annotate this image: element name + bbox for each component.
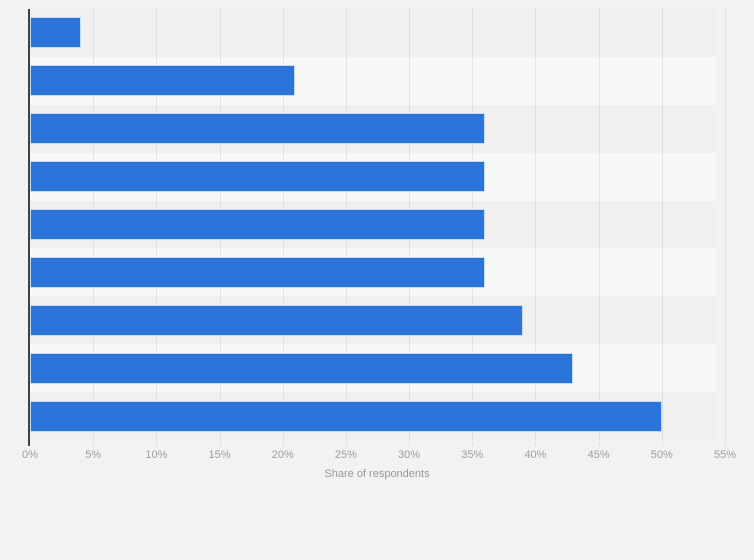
x-tick-label: 45% — [587, 449, 610, 461]
x-tick-label: 5% — [85, 449, 102, 461]
bar[interactable] — [30, 400, 662, 432]
x-tick-label: 25% — [334, 449, 357, 461]
y-axis-line — [28, 9, 30, 446]
bar[interactable] — [30, 256, 485, 288]
x-tick-label: 55% — [713, 449, 737, 461]
x-tick-label: 15% — [208, 449, 231, 461]
bar[interactable] — [30, 161, 485, 193]
x-tick-label: 40% — [524, 449, 547, 461]
gridline — [661, 9, 663, 446]
bar[interactable] — [30, 65, 296, 97]
x-tick-label: 30% — [398, 449, 421, 461]
x-axis-title: Share of respondents — [324, 468, 430, 480]
x-tick-label: 50% — [650, 449, 673, 461]
bar[interactable] — [30, 304, 523, 336]
bar[interactable] — [30, 17, 81, 49]
gridline — [598, 9, 600, 446]
bar[interactable] — [30, 113, 485, 145]
gridline — [725, 9, 726, 446]
bar[interactable] — [30, 352, 574, 384]
gridline — [535, 9, 537, 446]
x-tick-label: 0% — [22, 449, 38, 461]
row-stripe — [30, 9, 716, 57]
bar[interactable] — [30, 209, 485, 240]
x-tick-label: 20% — [271, 449, 294, 461]
x-tick-label: 10% — [145, 449, 168, 461]
x-tick-label: 35% — [461, 449, 484, 461]
